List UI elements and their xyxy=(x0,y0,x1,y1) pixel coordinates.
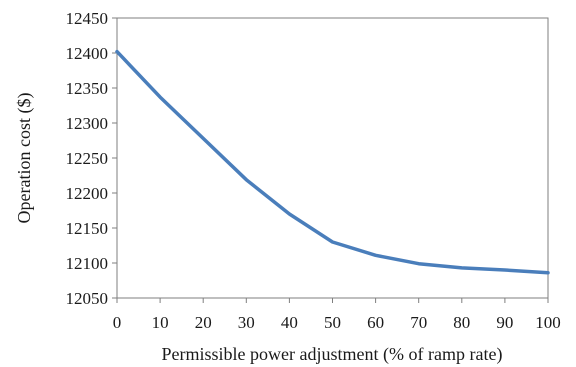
data-point xyxy=(289,214,290,215)
data-point xyxy=(203,138,204,139)
x-tick-label: 80 xyxy=(453,313,470,332)
data-point xyxy=(332,242,333,243)
y-tick-label: 12400 xyxy=(66,44,109,63)
x-tick-label: 70 xyxy=(410,313,427,332)
y-tick-label: 12050 xyxy=(66,289,109,308)
x-tick-label: 20 xyxy=(195,313,212,332)
y-axis-title: Operation cost ($) xyxy=(14,93,35,224)
y-tick-label: 12300 xyxy=(66,114,109,133)
series-layer xyxy=(115,49,550,275)
x-tick-label: 0 xyxy=(113,313,122,332)
data-point xyxy=(461,267,462,268)
plot-area xyxy=(116,17,549,299)
x-tick-label: 50 xyxy=(324,313,341,332)
data-point xyxy=(160,97,161,98)
x-axis-ticks: 0 10 20 30 40 50 60 70 80 90 100 xyxy=(113,298,561,332)
data-point xyxy=(504,270,505,271)
x-tick-label: 90 xyxy=(496,313,513,332)
x-tick-label: 60 xyxy=(367,313,384,332)
y-tick-label: 12250 xyxy=(66,149,109,168)
y-tick-label: 12450 xyxy=(66,9,109,28)
x-tick-label: 100 xyxy=(535,313,561,332)
y-tick-label: 12100 xyxy=(66,254,109,273)
y-tick-label: 12150 xyxy=(66,219,109,238)
x-axis-title: Permissible power adjustment (% of ramp … xyxy=(162,344,503,365)
y-tick-label: 12350 xyxy=(66,79,109,98)
data-point xyxy=(117,51,118,52)
y-tick-label: 12200 xyxy=(66,184,109,203)
x-tick-label: 30 xyxy=(238,313,255,332)
x-tick-label: 40 xyxy=(281,313,298,332)
data-point xyxy=(375,255,376,256)
data-point xyxy=(246,179,247,180)
data-point xyxy=(418,263,419,264)
x-tick-label: 10 xyxy=(152,313,169,332)
series-line xyxy=(115,49,550,275)
y-axis-ticks: 12050 12100 12150 12200 12250 12300 12350 12400… xyxy=(66,9,117,308)
data-point xyxy=(548,272,549,273)
